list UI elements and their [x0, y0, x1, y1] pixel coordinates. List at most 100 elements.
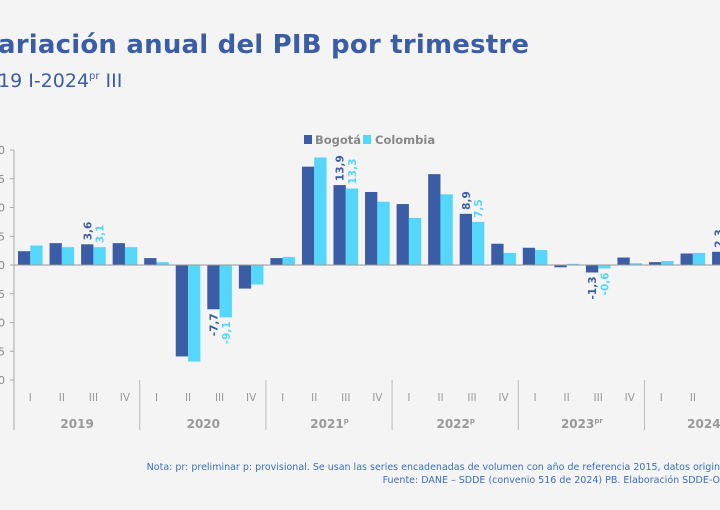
bar-colombia — [156, 262, 169, 265]
bar-colombia — [61, 247, 75, 265]
chart-subtitle: 19 I-2024pr III — [0, 70, 122, 92]
bar-bogota — [554, 265, 567, 268]
bar-colombia — [661, 260, 674, 265]
x-year-label: 2019 — [60, 417, 93, 431]
bar-colombia — [598, 265, 611, 269]
x-quarter-label: III — [467, 392, 476, 404]
y-tick-label: -20 — [0, 374, 5, 387]
x-quarter-label: I — [407, 392, 410, 404]
bar-colombia — [535, 250, 548, 265]
bar-bogota — [585, 265, 599, 273]
bar-bogota — [396, 204, 409, 265]
legend-label-bogota: Bogotá — [315, 133, 361, 147]
data-label-colombia: 13,3 — [347, 159, 359, 185]
x-quarter-label: III — [594, 392, 603, 404]
bar-bogota — [207, 265, 220, 310]
x-quarter-label: II — [311, 392, 317, 404]
bar-bogota — [680, 253, 693, 265]
footer-note: Nota: pr: preliminar p: provisional. Se … — [146, 462, 720, 473]
bar-bogota — [18, 251, 31, 265]
footer-source: Fuente: DANE – SDDE (convenio 516 de 202… — [382, 475, 720, 486]
data-label-colombia: 3,1 — [95, 225, 107, 244]
x-quarter-label: III — [341, 392, 350, 404]
data-label-colombia: -0,6 — [599, 272, 611, 295]
bar-colombia — [30, 245, 43, 265]
bar-bogota — [270, 258, 283, 265]
bar-bogota — [333, 185, 346, 265]
data-label-bogota: 3,6 — [82, 222, 94, 241]
y-tick-label: 5 — [0, 230, 5, 243]
bar-bogota — [649, 262, 662, 265]
x-quarter-label: II — [564, 392, 570, 404]
bar-bogota — [238, 265, 252, 289]
bar-colombia — [440, 194, 453, 265]
data-label-bogota: 13,9 — [335, 155, 347, 181]
bar-colombia — [314, 157, 327, 265]
legend-label-colombia: Colombia — [375, 133, 435, 147]
x-quarter-label: IV — [625, 392, 636, 404]
bar-bogota — [81, 244, 94, 265]
x-quarter-label: II — [59, 392, 65, 404]
x-quarter-label: II — [437, 392, 443, 404]
y-tick-label: 20 — [0, 144, 5, 157]
bar-bogota — [459, 213, 472, 265]
y-tick-label: -10 — [0, 317, 5, 330]
data-label-bogota: 2,3 — [713, 229, 720, 248]
bar-bogota — [301, 166, 315, 265]
y-tick-label: -15 — [0, 345, 5, 358]
x-year-label: 2022p — [436, 417, 474, 431]
x-quarter-label: I — [29, 392, 32, 404]
x-quarter-label: I — [660, 392, 663, 404]
bar-bogota — [112, 243, 125, 265]
y-tick-label: 10 — [0, 202, 5, 215]
y-tick-label: 15 — [0, 173, 5, 186]
data-label-bogota: -7,7 — [208, 313, 220, 336]
x-quarter-label: I — [534, 392, 537, 404]
bar-bogota — [49, 243, 62, 265]
bar-colombia — [503, 252, 516, 265]
bar-bogota — [712, 251, 720, 265]
bar-colombia — [629, 263, 643, 265]
bar-colombia — [188, 265, 201, 362]
legend-swatch-bogota — [304, 135, 312, 144]
x-quarter-label: IV — [498, 392, 509, 404]
bar-colombia — [124, 247, 138, 265]
data-label-bogota: 8,9 — [461, 191, 473, 210]
x-year-label: 2024pr — [687, 417, 720, 431]
chart-title: ariación anual del PIB por trimestre — [0, 30, 530, 60]
bar-bogota — [175, 265, 189, 357]
y-tick-label: 0 — [0, 259, 5, 272]
x-quarter-label: IV — [246, 392, 257, 404]
bar-bogota — [428, 174, 441, 265]
y-tick-label: -5 — [0, 288, 5, 301]
x-year-label: 2020 — [187, 417, 220, 431]
bar-colombia — [93, 247, 106, 265]
legend-swatch-colombia — [363, 135, 371, 144]
bar-colombia — [472, 221, 485, 265]
subtitle-period: 19 I-2024 — [0, 70, 90, 92]
bar-bogota — [617, 257, 630, 265]
x-quarter-label: III — [215, 392, 224, 404]
bar-colombia — [345, 188, 359, 265]
x-year-label: 2021p — [310, 417, 348, 431]
subtitle-end: III — [99, 70, 123, 92]
x-year-label: 2023pr — [561, 417, 603, 431]
bar-colombia — [692, 252, 706, 265]
bar-colombia — [251, 265, 264, 285]
x-quarter-label: I — [155, 392, 158, 404]
data-label-bogota: -1,3 — [587, 276, 599, 299]
bar-colombia — [377, 201, 390, 265]
x-quarter-label: II — [185, 392, 191, 404]
subtitle-superscript: pr — [89, 71, 100, 82]
x-quarter-label: IV — [372, 392, 383, 404]
data-label-colombia: -9,1 — [221, 321, 233, 344]
x-quarter-label: I — [281, 392, 284, 404]
bar-bogota — [365, 191, 378, 265]
bar-colombia — [408, 217, 422, 265]
bar-colombia — [219, 265, 232, 318]
bar-bogota — [144, 258, 157, 265]
bar-bogota — [491, 243, 504, 265]
bar-colombia — [282, 256, 295, 265]
bar-colombia — [566, 263, 579, 265]
